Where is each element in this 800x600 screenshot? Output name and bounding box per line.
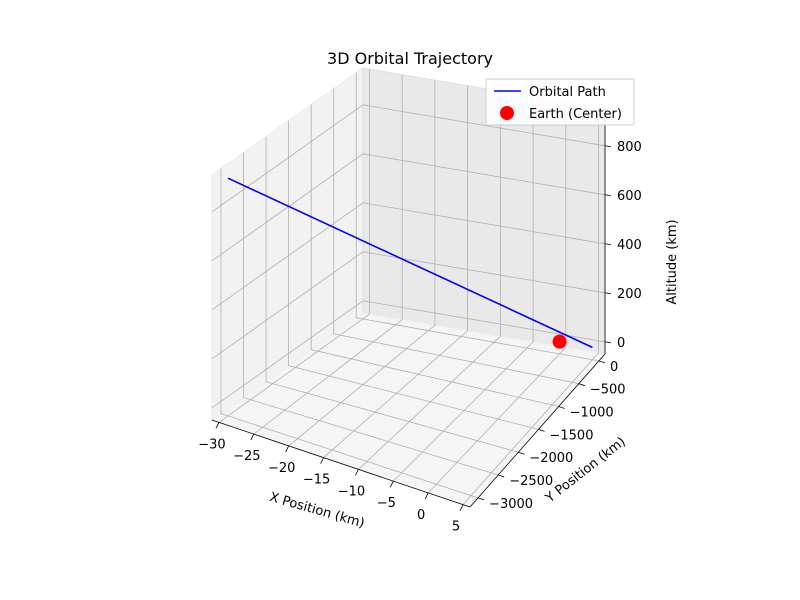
grid-line-x <box>218 69 370 423</box>
x-tick-mark <box>320 457 324 464</box>
x-tick-label: −30 <box>198 437 225 452</box>
axes-panes <box>210 67 606 508</box>
z-axis-label: Altitude (km) <box>665 219 680 304</box>
legend: Orbital Path Earth (Center) <box>485 78 635 126</box>
y-tick-label: −2500 <box>509 474 553 489</box>
legend-label-orbital-path: Orbital Path <box>529 85 606 100</box>
x-tick-mark <box>215 422 220 429</box>
z-tick-mark <box>604 243 612 246</box>
grid-line-z <box>211 104 606 213</box>
grid-line-x <box>323 85 469 458</box>
data-series <box>227 177 593 349</box>
y-tick-label: −1500 <box>550 428 594 443</box>
x-tick-mark <box>285 445 290 453</box>
grid-line-x <box>462 107 599 505</box>
x-tick-mark <box>459 504 464 511</box>
y-tick-mark <box>538 428 545 432</box>
y-tick-label: −2000 <box>529 451 573 466</box>
y-tick-label: −1000 <box>570 406 614 421</box>
z-axis-ticks: 0 200 400 600 800 <box>604 109 642 354</box>
legend-dot-marker <box>500 106 514 120</box>
grid-line-x <box>427 102 567 494</box>
y-tick-mark <box>598 360 606 364</box>
grid-line-z <box>211 251 606 360</box>
grid-line-y <box>333 88 579 385</box>
grid-line-y <box>243 152 499 476</box>
z-tick-label: 200 <box>617 287 642 302</box>
grid-line-x <box>253 74 403 435</box>
earth-center-point <box>552 334 567 349</box>
grid-line-x <box>393 96 534 482</box>
grid-lines <box>211 69 606 505</box>
grid-line-y <box>355 72 600 362</box>
y-tick-label: −500 <box>590 383 626 398</box>
x-tick-label: −10 <box>338 484 365 499</box>
x-axis-ticks: −30 −25 −20 −15 −10 −5 0 5 <box>198 419 471 535</box>
grid-line-y <box>265 136 519 453</box>
x-tick-label: −15 <box>303 473 330 488</box>
orbital-path-line <box>227 177 593 349</box>
y-tick-mark <box>578 383 585 387</box>
z-tick-label: 400 <box>617 238 642 253</box>
y-tick-label: −3000 <box>489 497 533 512</box>
y-tick-label: 0 <box>610 360 618 375</box>
x-tick-label: 0 <box>417 508 425 523</box>
y-tick-mark <box>518 451 525 455</box>
x-tick-label: −25 <box>233 449 260 464</box>
grid-line-z <box>211 300 606 409</box>
grid-line-y <box>310 104 559 407</box>
z-tick-label: 800 <box>617 140 642 155</box>
x-tick-mark <box>389 480 394 488</box>
x-tick-label: 5 <box>452 520 460 535</box>
grid-line-y <box>220 168 479 499</box>
y-tick-mark <box>477 497 485 501</box>
x-tick-label: −5 <box>377 496 396 511</box>
y-axis-line <box>469 353 606 508</box>
y-tick-mark <box>558 406 565 409</box>
x-tick-mark <box>250 433 255 441</box>
z-tick-mark <box>604 145 612 148</box>
grid-line-x <box>358 91 501 470</box>
z-tick-mark <box>604 341 612 344</box>
y-axis-ticks: 0 −500 −1000 −1500 −2000 −2500 −3000 <box>469 353 626 512</box>
x-axis-line <box>211 419 471 508</box>
z-tick-mark <box>604 194 612 197</box>
z-tick-mark <box>604 292 612 295</box>
grid-line-x <box>288 80 436 447</box>
grid-line-z <box>211 153 606 262</box>
x-tick-mark <box>355 469 359 476</box>
x-tick-mark <box>424 492 429 500</box>
z-tick-label: 0 <box>617 336 625 351</box>
grid-line-z <box>211 202 606 311</box>
legend-frame <box>485 78 635 126</box>
chart-title: 3D Orbital Trajectory <box>327 49 493 68</box>
legend-label-earth-center: Earth (Center) <box>529 107 622 122</box>
y-axis-label: Y Position (km) <box>542 434 629 506</box>
grid-line-y <box>288 120 539 430</box>
x-tick-label: −20 <box>268 461 295 476</box>
y-tick-mark <box>498 474 505 478</box>
z-tick-label: 600 <box>617 189 642 204</box>
